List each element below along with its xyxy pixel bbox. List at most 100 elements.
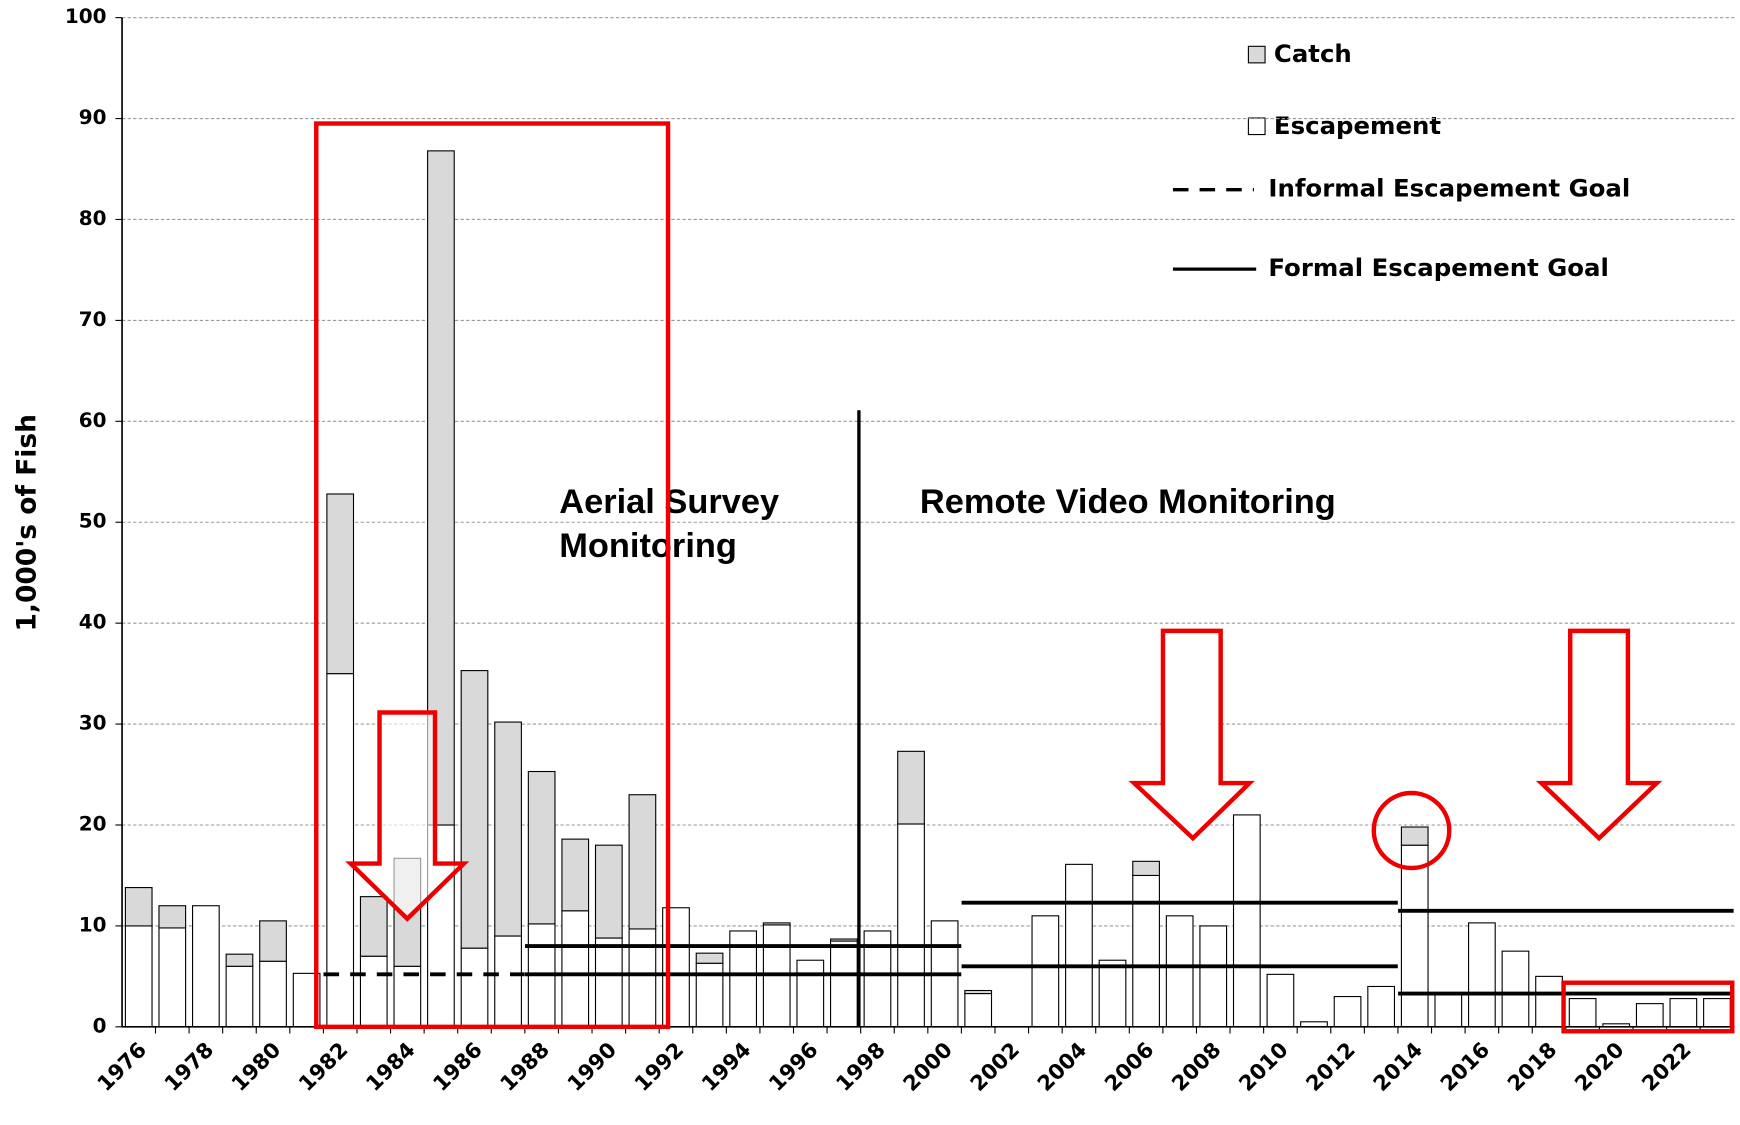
bar-segment <box>1266 973 1295 1028</box>
x-tick-label: 1990 <box>562 1037 621 1096</box>
x-tick-label: 1984 <box>361 1037 420 1096</box>
bar-segment <box>460 670 489 949</box>
legend-label: Formal Escapement Goal <box>1268 253 1609 282</box>
bar-segment <box>124 925 153 1028</box>
legend-label: Catch <box>1274 39 1352 68</box>
y-tick-label: 60 <box>79 409 107 432</box>
highlight-arrow <box>1535 628 1663 842</box>
bar-segment <box>964 989 993 995</box>
x-tick-label: 2020 <box>1569 1037 1628 1096</box>
bar-segment <box>158 927 187 1028</box>
highlight-arrow <box>345 710 470 922</box>
bar-segment <box>1367 985 1396 1028</box>
highlight-box <box>314 121 671 1030</box>
bar-segment <box>326 673 355 1028</box>
legend-label: Informal Escapement Goal <box>1268 174 1630 203</box>
x-tick-label: 2022 <box>1637 1037 1696 1096</box>
y-tick-label: 30 <box>79 712 107 735</box>
x-tick-label: 2000 <box>898 1037 957 1096</box>
bar-segment <box>191 905 220 1028</box>
bar-segment <box>695 952 724 964</box>
bar-segment <box>359 896 388 957</box>
y-tick-label: 80 <box>79 207 107 230</box>
x-tick-label: 2006 <box>1099 1037 1158 1096</box>
legend-swatch <box>1247 45 1266 64</box>
legend-label: Escapement <box>1274 111 1442 140</box>
bar-segment <box>1468 922 1496 1028</box>
bar-segment <box>1199 925 1228 1028</box>
bar-segment <box>762 922 791 926</box>
x-tick-label: 2008 <box>1166 1037 1225 1096</box>
x-tick-label: 1982 <box>293 1037 352 1096</box>
bar-segment <box>1132 860 1160 877</box>
bar-segment <box>1400 844 1429 1028</box>
x-tick-label: 1986 <box>428 1037 487 1096</box>
bar-segment <box>1568 998 1597 1028</box>
bar-segment <box>1535 975 1563 1028</box>
bar-segment <box>897 750 925 825</box>
x-tick-label: 1994 <box>696 1037 755 1096</box>
bar-segment <box>561 838 590 912</box>
bar-segment <box>628 794 657 930</box>
bar-segment <box>494 935 522 1028</box>
bar-segment <box>796 959 825 1028</box>
bar-segment <box>393 965 422 1028</box>
bar-segment <box>1031 915 1060 1028</box>
bar-segment <box>527 770 556 925</box>
x-tick-label: 2014 <box>1368 1037 1427 1096</box>
x-tick-label: 2012 <box>1301 1037 1360 1096</box>
bar-segment <box>1400 826 1429 846</box>
bar-segment <box>1669 998 1698 1028</box>
bar-segment <box>594 937 623 1028</box>
y-axis-title: 1,000's of Fish <box>11 414 42 631</box>
highlight-circle <box>1371 790 1452 871</box>
x-tick-label: 1976 <box>92 1037 151 1096</box>
x-tick-label: 1992 <box>629 1037 688 1096</box>
highlight-box <box>1561 980 1735 1034</box>
x-tick-label: 1996 <box>763 1037 822 1096</box>
y-tick-label: 10 <box>79 913 107 936</box>
y-tick-label: 100 <box>65 5 107 28</box>
highlight-arrow <box>1128 628 1255 842</box>
bar-segment <box>1333 996 1362 1028</box>
legend-swatch <box>1247 117 1266 136</box>
y-tick-label: 90 <box>79 106 107 129</box>
y-tick-label: 50 <box>79 510 107 533</box>
x-tick-label: 2004 <box>1032 1037 1091 1096</box>
y-tick-label: 40 <box>79 611 107 634</box>
x-tick-label: 1998 <box>831 1037 890 1096</box>
bar-segment <box>1434 992 1463 1028</box>
x-tick-label: 2010 <box>1234 1037 1293 1096</box>
bar-segment <box>594 844 623 939</box>
bar-segment <box>494 721 522 937</box>
bar-segment <box>628 928 657 1028</box>
x-tick-label: 2018 <box>1502 1037 1561 1096</box>
bar-segment <box>830 940 858 1028</box>
bar-segment <box>1165 915 1194 1028</box>
annotation: Monitoring <box>559 527 737 565</box>
x-tick-label: 2002 <box>965 1037 1024 1096</box>
y-tick-label: 0 <box>93 1014 107 1037</box>
bar-segment <box>158 905 187 929</box>
bar-segment <box>1098 959 1127 1028</box>
bar-segment <box>1065 863 1093 1028</box>
bar-segment <box>326 493 355 675</box>
bar-segment <box>259 920 287 962</box>
bar-segment <box>1635 1003 1664 1028</box>
bar-segment <box>830 938 858 942</box>
bar-segment <box>1132 874 1160 1028</box>
annotations <box>314 121 1735 1034</box>
bar-segment <box>225 953 254 967</box>
y-tick-label: 70 <box>79 308 107 331</box>
bar-segment <box>964 992 993 1028</box>
bar-segment <box>460 947 489 1028</box>
bar-segment <box>427 824 455 1028</box>
y-tick-label: 20 <box>79 813 107 836</box>
legend: Catch Escapement Informal Escapement Goa… <box>1172 39 1630 282</box>
x-tick-label: 1978 <box>159 1037 218 1096</box>
bar-segment <box>124 887 153 927</box>
bar-segment <box>1232 814 1261 1028</box>
bar-segment <box>359 955 388 1028</box>
